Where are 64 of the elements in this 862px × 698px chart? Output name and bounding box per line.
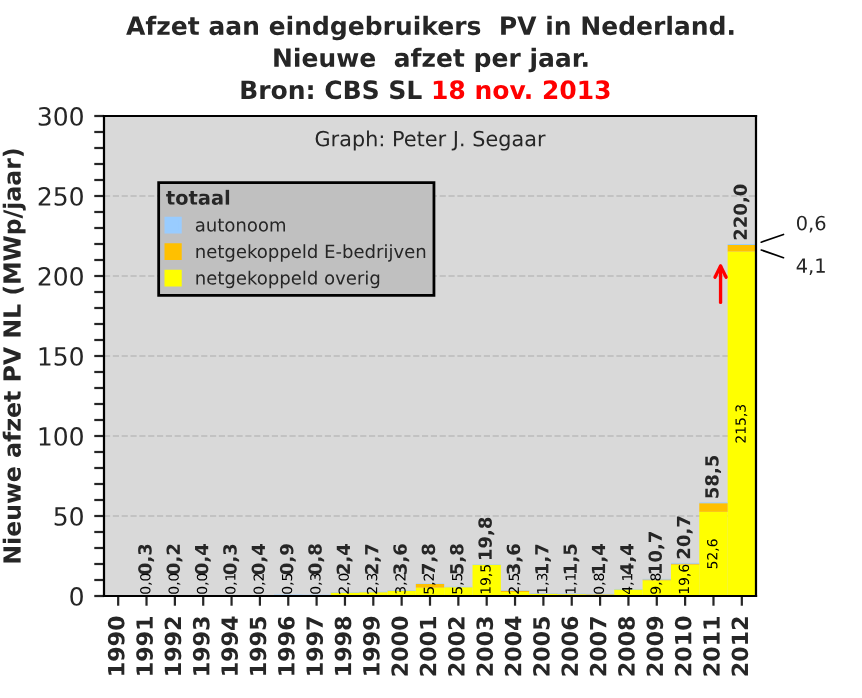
x-tick-label: 1991 — [136, 616, 153, 675]
total-label: 19,8 — [478, 517, 495, 560]
x-tick-label: 2011 — [703, 616, 720, 676]
annotation: 0,6 — [796, 215, 826, 233]
text: Bron: CBS SL — [241, 80, 422, 100]
x-tick-label: 1997 — [306, 617, 324, 675]
x-tick-label: 2000 — [391, 616, 409, 676]
total-label: 0,2 — [166, 544, 183, 575]
total-label: 2,7 — [364, 544, 381, 574]
x-tick-label: 1999 — [362, 616, 380, 675]
legend-title: totaal — [166, 189, 230, 205]
x-tick-label: 2008 — [618, 616, 635, 676]
total-label: 0,8 — [308, 544, 325, 575]
total-label: 2,4 — [336, 544, 353, 574]
total-label: 3,6 — [506, 544, 523, 574]
total-label: 0,3 — [138, 544, 155, 575]
total-label: 5,8 — [449, 544, 466, 574]
total-label: 1,7 — [535, 544, 551, 574]
legend-label: netgekoppeld E-bedrijven — [196, 244, 426, 262]
y-axis-title: Nieuwe afzet PV NL (MWp/jaar) — [2, 149, 26, 563]
total-label: 3,6 — [393, 544, 410, 574]
y-tick-label: 300 — [38, 106, 83, 126]
x-tick-label: 2001 — [419, 616, 437, 676]
total-label: 0,4 — [194, 544, 211, 575]
chart-subtitle: Nieuwe afzet per jaar. — [274, 47, 588, 73]
x-tick-label: 2012 — [731, 617, 749, 676]
total-label: 20,7 — [676, 516, 693, 559]
legend-label: autonoom — [195, 218, 285, 232]
total-label: 0,4 — [251, 544, 268, 575]
y-tick-label: 100 — [39, 426, 83, 446]
total-label: 0,9 — [279, 544, 296, 575]
x-tick-label: 1992 — [164, 617, 182, 675]
total-label: 1,5 — [563, 544, 580, 574]
y-tick-label: 250 — [38, 186, 83, 206]
x-tick-label: 2006 — [561, 616, 579, 676]
total-label: 0,3 — [223, 544, 240, 575]
annotation: 4,1 — [796, 258, 825, 275]
x-tick-label: 1990 — [107, 616, 125, 675]
x-tick-label: 2003 — [476, 617, 494, 676]
y-tick-label: 0 — [70, 586, 83, 606]
x-tick-label: 1996 — [277, 616, 295, 675]
x-tick-label: 2004 — [504, 616, 522, 676]
x-tick-label: 2002 — [447, 617, 465, 676]
x-tick-label: 2009 — [646, 616, 664, 676]
total-label: 220,0 — [733, 184, 750, 240]
y-tick-label: 200 — [38, 266, 83, 286]
total-label: 1,4 — [591, 544, 608, 574]
total-label: 7,8 — [421, 544, 438, 574]
x-tick-label: 2005 — [533, 617, 550, 676]
x-tick-label: 1994 — [221, 616, 239, 675]
x-tick-label: 1998 — [334, 616, 352, 675]
annotation: Graph: Peter J. Segaar — [315, 130, 546, 151]
y-tick-label: 150 — [39, 346, 83, 366]
total-label: 10,7 — [648, 532, 665, 574]
x-tick-label: 1993 — [192, 617, 210, 675]
text: 18 nov. 2013 — [433, 80, 610, 100]
legend-label: netgekoppeld overig — [196, 270, 380, 289]
x-tick-label: 2010 — [674, 616, 692, 676]
chart-title: Afzet aan eindgebruikers PV in Nederland. — [126, 15, 734, 41]
total-label: 4,4 — [620, 544, 636, 575]
x-tick-label: 1995 — [249, 617, 267, 675]
total-label: 58,5 — [705, 455, 722, 498]
y-tick-label: 50 — [54, 506, 83, 526]
x-tick-label: 2007 — [589, 617, 607, 676]
